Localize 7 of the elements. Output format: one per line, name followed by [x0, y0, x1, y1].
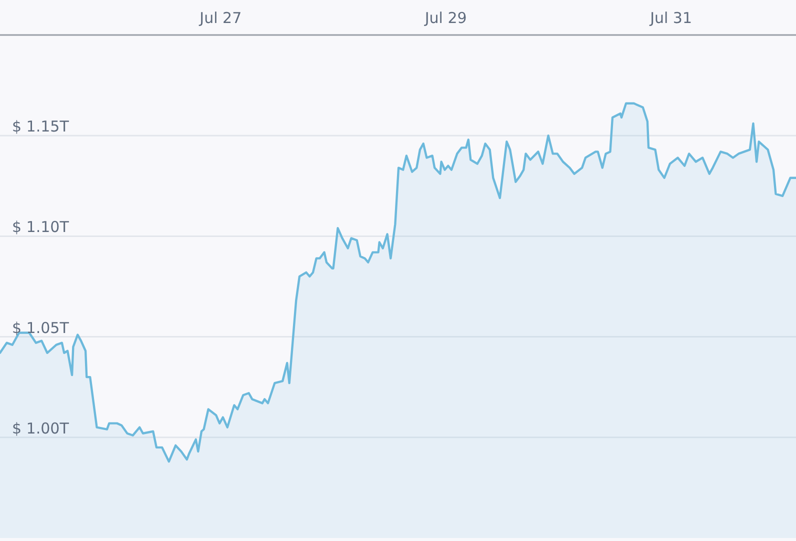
y-tick-label: $ 1.05T [12, 318, 70, 337]
y-tick-label: $ 1.10T [12, 218, 70, 236]
x-tick-label: Jul 29 [424, 9, 467, 27]
y-tick-label: $ 1.15T [12, 118, 70, 136]
y-tick-label: $ 1.00T [12, 419, 70, 438]
x-tick-label: Jul 31 [649, 9, 692, 27]
x-tick-label: Jul 27 [198, 9, 242, 27]
